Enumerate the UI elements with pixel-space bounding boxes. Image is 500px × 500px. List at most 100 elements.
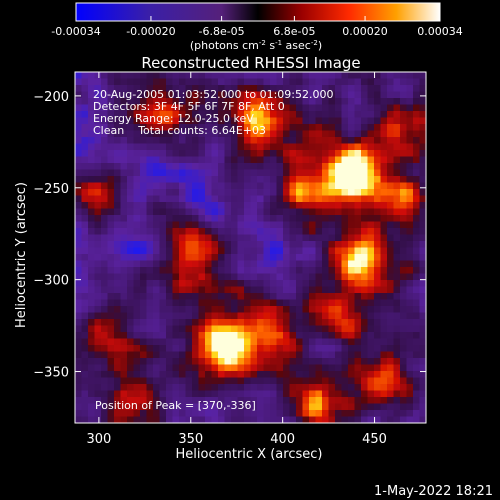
- heatmap-cell: [198, 143, 206, 151]
- heatmap-cell: [315, 397, 323, 404]
- heatmap-cell: [380, 137, 388, 144]
- heatmap-cell: [172, 397, 180, 404]
- heatmap-cell: [101, 267, 108, 274]
- heatmap-cell: [296, 91, 303, 99]
- heatmap-cell: [413, 111, 420, 118]
- heatmap-cell: [393, 371, 401, 378]
- heatmap-cell: [94, 104, 102, 112]
- heatmap-cell: [263, 397, 271, 404]
- heatmap-cell: [244, 150, 251, 157]
- heatmap-cell: [114, 202, 121, 209]
- heatmap-cell: [172, 371, 180, 378]
- heatmap-cell: [159, 195, 167, 203]
- heatmap-cell: [179, 286, 186, 294]
- heatmap-cell: [107, 169, 115, 177]
- heatmap-cell: [94, 260, 102, 268]
- heatmap-cell: [257, 117, 264, 125]
- heatmap-cell: [192, 234, 199, 242]
- heatmap-cell: [75, 234, 82, 242]
- heatmap-cell: [328, 241, 336, 248]
- heatmap-cell: [270, 410, 277, 417]
- heatmap-cell: [374, 189, 381, 196]
- heatmap-cell: [172, 111, 180, 118]
- heatmap-cell: [361, 293, 368, 300]
- heatmap-cell: [315, 286, 323, 294]
- heatmap-cell: [341, 325, 349, 333]
- heatmap-cell: [367, 234, 375, 242]
- heatmap-cell: [322, 143, 329, 151]
- heatmap-cell: [328, 280, 336, 287]
- heatmap-cell: [146, 85, 154, 92]
- heatmap-cell: [419, 189, 427, 196]
- heatmap-cell: [231, 137, 238, 144]
- heatmap-cell: [94, 91, 102, 99]
- heatmap-cell: [185, 221, 193, 229]
- heatmap-cell: [283, 124, 290, 131]
- heatmap-cell: [289, 416, 297, 424]
- heatmap-cell: [185, 156, 193, 164]
- heatmap-cell: [75, 137, 82, 144]
- heatmap-cell: [153, 169, 160, 177]
- heatmap-cell: [211, 416, 219, 424]
- heatmap-cell: [406, 163, 414, 170]
- heatmap-cell: [75, 286, 82, 294]
- heatmap-cell: [237, 364, 245, 372]
- heatmap-cell: [276, 195, 284, 203]
- heatmap-cell: [250, 364, 258, 372]
- heatmap-cell: [257, 156, 264, 164]
- heatmap-cell: [348, 390, 355, 398]
- heatmap-cell: [159, 254, 167, 261]
- heatmap-cell: [296, 195, 303, 203]
- heatmap-cell: [101, 247, 108, 255]
- heatmap-cell: [328, 286, 336, 294]
- heatmap-cell: [101, 85, 108, 92]
- heatmap-cell: [257, 273, 264, 281]
- heatmap-cell: [322, 208, 329, 216]
- heatmap-cell: [81, 104, 89, 112]
- heatmap-cell: [140, 111, 147, 118]
- heatmap-cell: [218, 234, 225, 242]
- heatmap-cell: [413, 351, 420, 359]
- heatmap-cell: [81, 280, 89, 287]
- heatmap-cell: [120, 267, 128, 274]
- heatmap-cell: [309, 384, 316, 391]
- heatmap-cell: [406, 371, 414, 378]
- heatmap-cell: [133, 202, 141, 209]
- heatmap-cell: [348, 208, 355, 216]
- heatmap-cell: [153, 345, 160, 352]
- heatmap-cell: [257, 312, 264, 320]
- heatmap-cell: [348, 215, 355, 222]
- heatmap-cell: [296, 293, 303, 300]
- heatmap-cell: [387, 267, 394, 274]
- heatmap-cell: [283, 410, 290, 417]
- heatmap-cell: [322, 358, 329, 365]
- heatmap-cell: [114, 358, 121, 365]
- heatmap-cell: [367, 319, 375, 326]
- heatmap-cell: [393, 85, 401, 92]
- heatmap-cell: [101, 338, 108, 346]
- heatmap-cell: [88, 182, 95, 190]
- heatmap-cell: [419, 85, 427, 92]
- heatmap-cell: [127, 85, 134, 92]
- heatmap-cell: [374, 163, 381, 170]
- heatmap-cell: [179, 169, 186, 177]
- heatmap-cell: [211, 241, 219, 248]
- heatmap-cell: [224, 163, 232, 170]
- heatmap-cell: [367, 182, 375, 190]
- heatmap-cell: [348, 358, 355, 365]
- heatmap-cell: [153, 124, 160, 131]
- heatmap-cell: [231, 195, 238, 203]
- heatmap-cell: [81, 286, 89, 294]
- heatmap-cell: [250, 345, 258, 352]
- heatmap-cell: [406, 364, 414, 372]
- heatmap-cell: [250, 130, 258, 138]
- heatmap-cell: [387, 384, 394, 391]
- heatmap-cell: [192, 306, 199, 313]
- heatmap-cell: [289, 72, 297, 79]
- heatmap-cell: [276, 78, 284, 86]
- heatmap-cell: [361, 143, 368, 151]
- heatmap-cell: [296, 397, 303, 404]
- heatmap-cell: [88, 358, 95, 365]
- heatmap-cell: [270, 72, 277, 79]
- heatmap-cell: [224, 150, 232, 157]
